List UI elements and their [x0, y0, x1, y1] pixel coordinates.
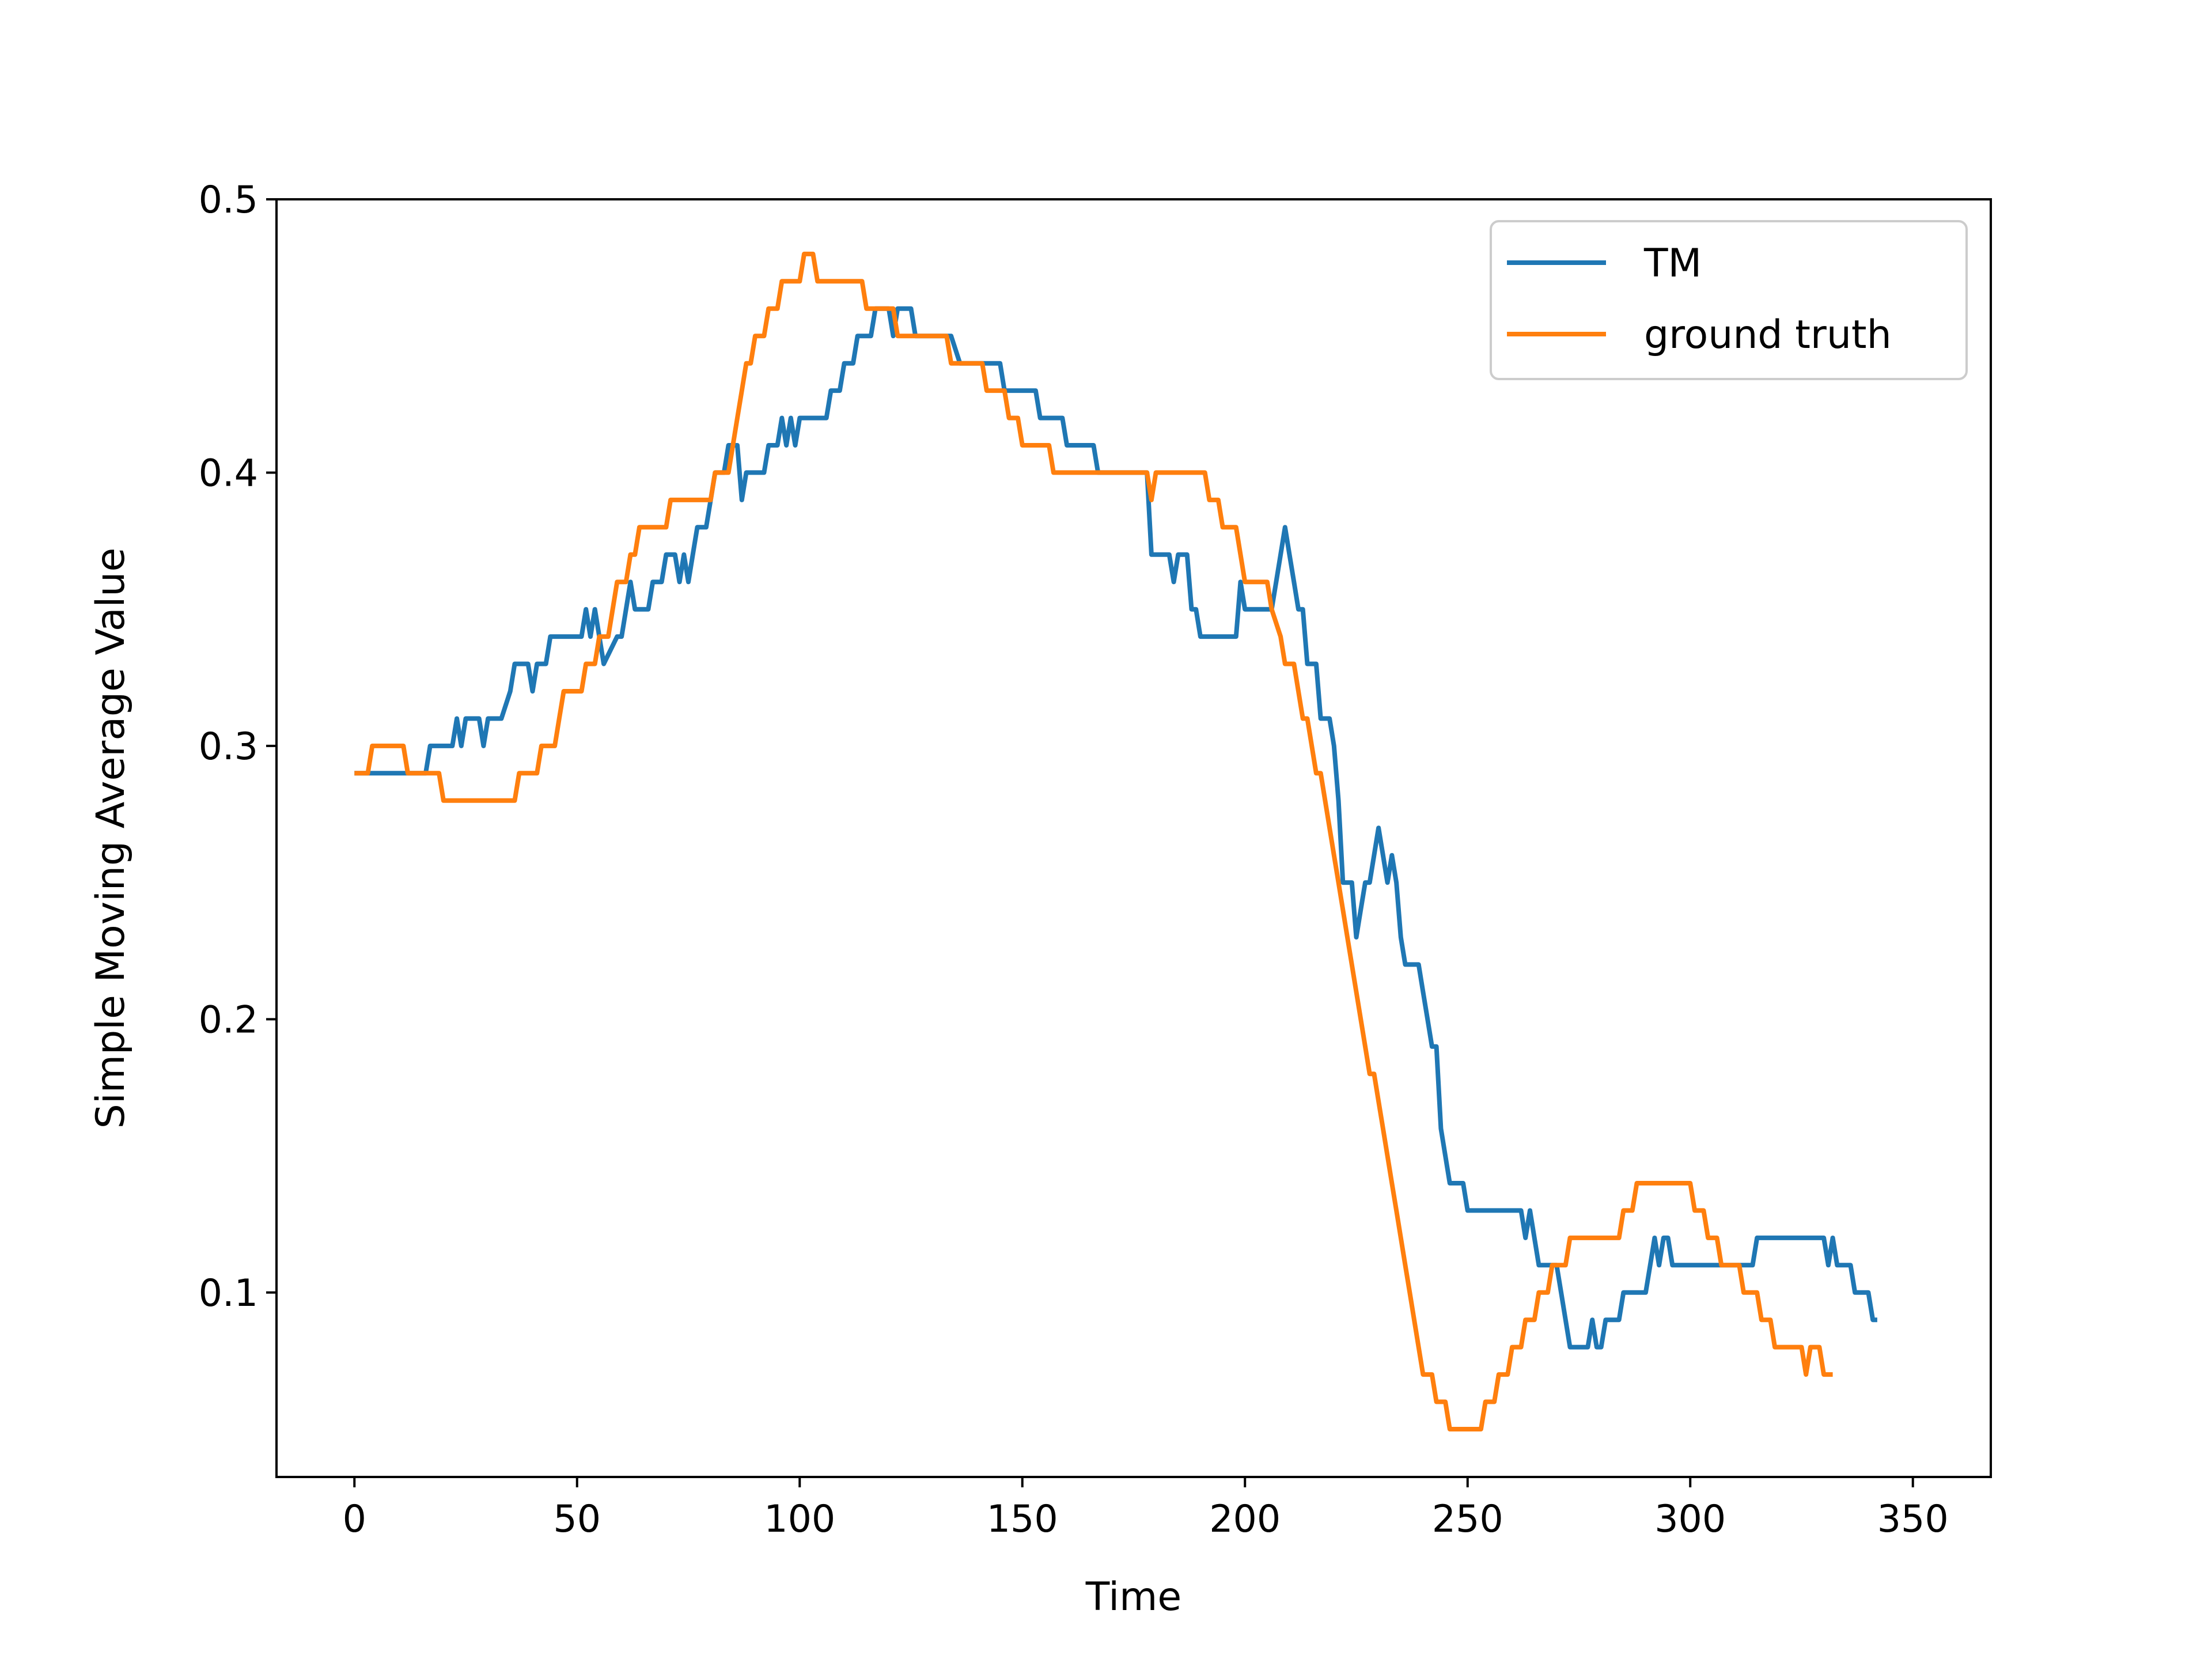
y-axis-label: Simple Moving Average Value	[88, 548, 134, 1129]
y-axis-ticks: 0.1 0.2 0.3 0.4 0.5	[199, 179, 276, 1315]
x-tick-label: 150	[987, 1498, 1058, 1541]
series-line-tm	[354, 306, 1877, 1350]
x-tick-label: 50	[553, 1498, 601, 1541]
y-tick-label: 0.3	[199, 725, 258, 768]
x-axis-label: Time	[1085, 1574, 1181, 1620]
x-axis-ticks: 0 50 100 150 200 250 300 350	[343, 1477, 1949, 1541]
plot-lines	[354, 251, 1877, 1431]
y-tick-label: 0.1	[199, 1272, 258, 1315]
plot-frame	[275, 198, 1992, 1478]
x-tick-label: 200	[1209, 1498, 1281, 1541]
y-tick-label: 0.2	[199, 998, 258, 1041]
legend: TM ground truth	[1490, 220, 1968, 380]
legend-label-ground-truth: ground truth	[1644, 312, 1892, 358]
legend-box	[1490, 220, 1968, 380]
series-line-ground-truth	[354, 251, 1833, 1431]
legend-label-tm: TM	[1643, 241, 1702, 286]
x-tick-label: 350	[1877, 1498, 1949, 1541]
x-tick-label: 100	[764, 1498, 835, 1541]
y-tick-label: 0.5	[199, 179, 258, 222]
x-tick-label: 250	[1432, 1498, 1503, 1541]
x-tick-label: 300	[1654, 1498, 1726, 1541]
y-tick-label: 0.4	[199, 452, 258, 495]
x-tick-label: 0	[343, 1498, 366, 1541]
